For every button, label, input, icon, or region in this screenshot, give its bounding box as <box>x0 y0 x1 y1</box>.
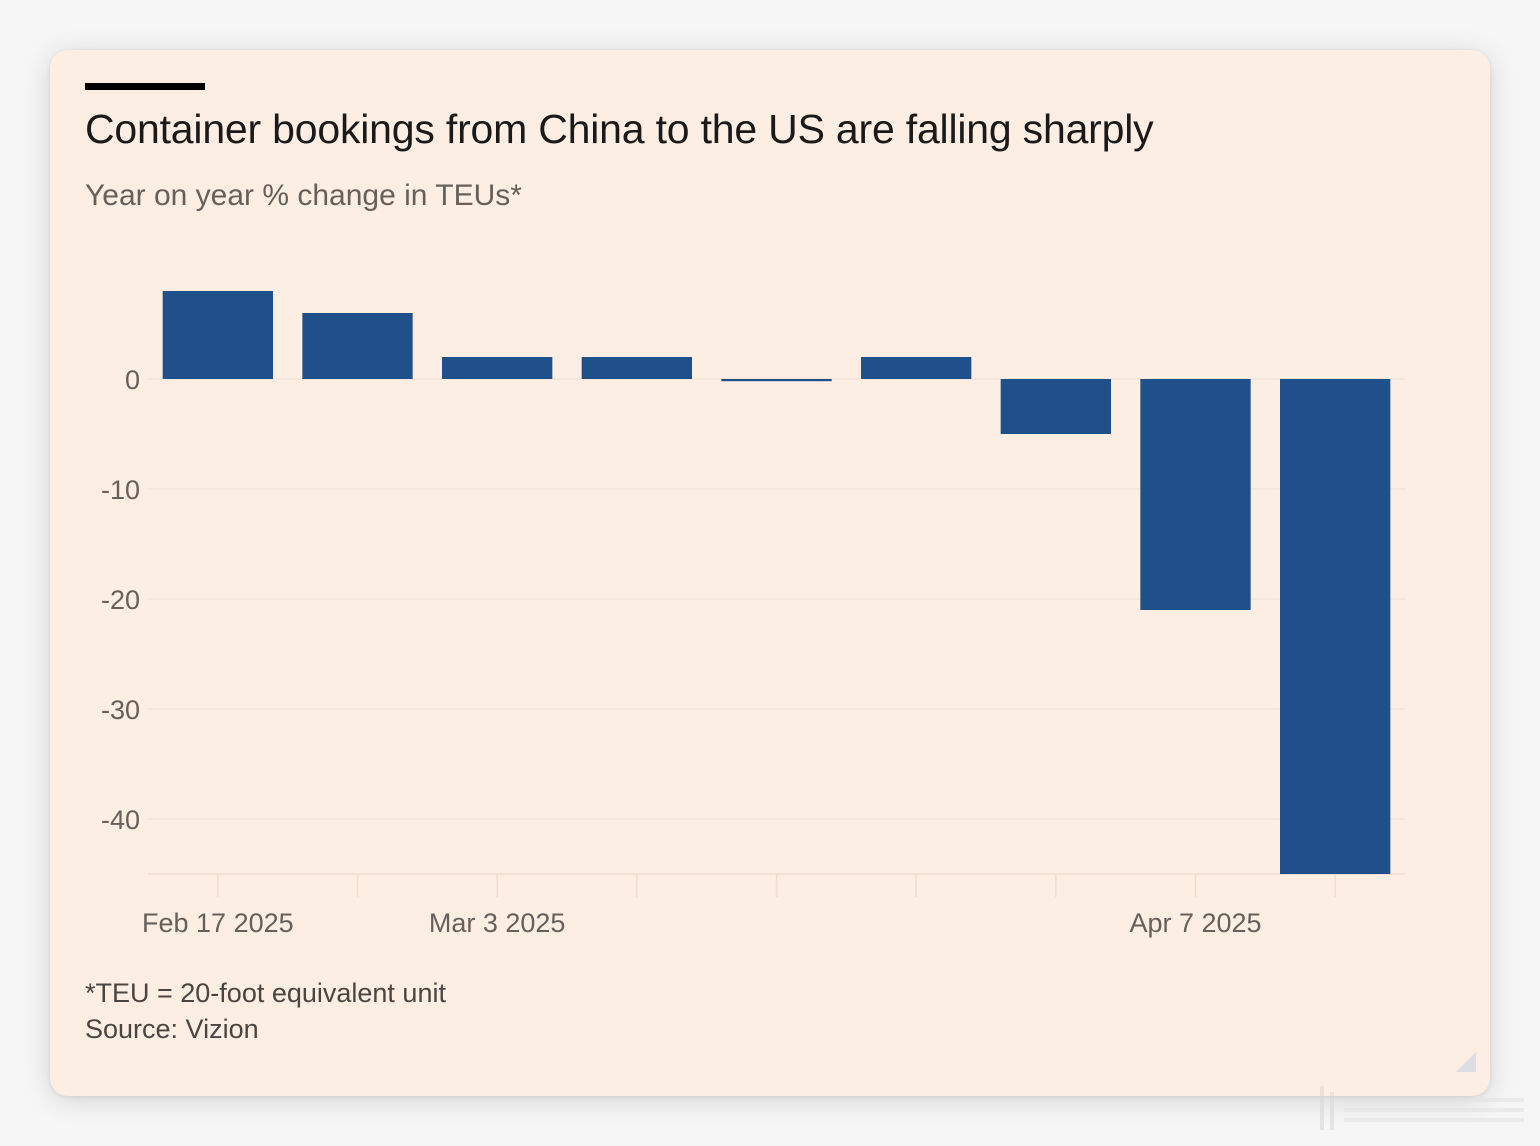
chart-plot: 0 -10 -20 -30 -40 Feb 17 2025 Mar 3 2025 Apr 7 … <box>101 291 1405 938</box>
footnote: *TEU = 20-foot equivalent unit <box>85 978 446 1008</box>
resize-corner-icon[interactable] <box>1456 1052 1476 1072</box>
x-tick-label: Mar 3 2025 <box>429 908 566 938</box>
y-tick-label: -30 <box>101 695 140 725</box>
y-tick-label: -10 <box>101 475 140 505</box>
x-tick-label: Apr 7 2025 <box>1129 908 1261 938</box>
bar <box>581 357 693 379</box>
bar <box>302 313 413 379</box>
bar <box>1140 379 1251 610</box>
bar <box>1279 379 1391 874</box>
bar <box>1000 379 1112 434</box>
y-tick-label: -20 <box>101 585 140 615</box>
chart-card: Container bookings from China to the US … <box>50 50 1490 1096</box>
bar <box>162 291 274 379</box>
bar <box>441 357 553 379</box>
y-tick-label: -40 <box>101 805 140 835</box>
bar <box>721 379 832 382</box>
bar <box>860 357 972 379</box>
watermark-logo-icon <box>1320 1086 1524 1130</box>
top-rule <box>85 83 205 90</box>
chart-subtitle: Year on year % change in TEUs* <box>85 179 522 212</box>
x-tick-label: Feb 17 2025 <box>142 908 294 938</box>
source-note: Source: Vizion <box>85 1014 259 1044</box>
y-tick-label: 0 <box>125 365 140 395</box>
chart-title: Container bookings from China to the US … <box>85 106 1154 152</box>
